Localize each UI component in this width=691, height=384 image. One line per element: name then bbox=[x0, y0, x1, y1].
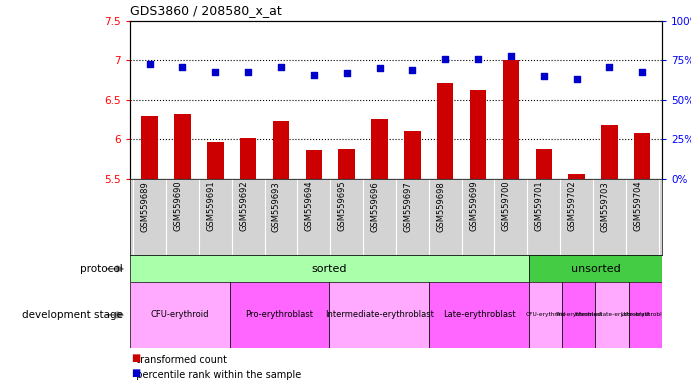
Bar bbox=[562, 282, 596, 348]
Bar bbox=[470, 90, 486, 179]
Bar bbox=[305, 150, 322, 179]
Bar bbox=[130, 282, 229, 348]
Bar bbox=[207, 142, 223, 179]
Point bbox=[538, 73, 549, 79]
Text: unsorted: unsorted bbox=[571, 264, 621, 274]
Bar bbox=[629, 282, 662, 348]
Point bbox=[210, 68, 221, 74]
Bar bbox=[330, 282, 429, 348]
Bar bbox=[529, 282, 562, 348]
Text: GSM559689: GSM559689 bbox=[140, 181, 150, 232]
Text: GSM559697: GSM559697 bbox=[404, 181, 413, 232]
Text: Pro-erythroblast: Pro-erythroblast bbox=[555, 312, 603, 318]
Point bbox=[636, 68, 647, 74]
Text: GSM559690: GSM559690 bbox=[173, 181, 182, 232]
Text: GSM559696: GSM559696 bbox=[370, 181, 379, 232]
Bar bbox=[339, 149, 355, 179]
Point bbox=[571, 76, 582, 83]
Bar bbox=[130, 255, 529, 282]
Text: GSM559694: GSM559694 bbox=[305, 181, 314, 232]
Text: GSM559693: GSM559693 bbox=[272, 181, 281, 232]
Text: sorted: sorted bbox=[312, 264, 347, 274]
Text: ■: ■ bbox=[131, 368, 140, 378]
Text: GSM559691: GSM559691 bbox=[207, 181, 216, 232]
Text: Late-erythroblast: Late-erythroblast bbox=[443, 310, 515, 319]
Bar bbox=[634, 133, 650, 179]
Point bbox=[144, 61, 155, 67]
Text: GSM559704: GSM559704 bbox=[633, 181, 642, 232]
Text: GSM559700: GSM559700 bbox=[502, 181, 511, 232]
Bar bbox=[536, 149, 552, 179]
Text: development stage: development stage bbox=[22, 310, 123, 320]
Bar bbox=[240, 138, 256, 179]
Bar bbox=[502, 60, 519, 179]
Point bbox=[604, 64, 615, 70]
Bar bbox=[437, 83, 453, 179]
Point bbox=[243, 68, 254, 74]
Text: GSM559692: GSM559692 bbox=[239, 181, 248, 232]
Bar bbox=[371, 119, 388, 179]
Text: GSM559698: GSM559698 bbox=[436, 181, 445, 232]
Point bbox=[505, 53, 516, 59]
Text: ■: ■ bbox=[131, 353, 140, 363]
Text: GSM559699: GSM559699 bbox=[469, 181, 478, 232]
Bar bbox=[569, 174, 585, 179]
Text: Intermediate-erythroblast: Intermediate-erythroblast bbox=[325, 310, 434, 319]
Bar bbox=[229, 282, 330, 348]
Text: GDS3860 / 208580_x_at: GDS3860 / 208580_x_at bbox=[130, 4, 282, 17]
Point bbox=[341, 70, 352, 76]
Point bbox=[439, 56, 451, 62]
Text: GSM559703: GSM559703 bbox=[600, 181, 609, 232]
Text: GSM559695: GSM559695 bbox=[338, 181, 347, 232]
Text: Pro-erythroblast: Pro-erythroblast bbox=[245, 310, 314, 319]
Point bbox=[308, 71, 319, 78]
Text: protocol: protocol bbox=[80, 264, 123, 274]
Text: Intermediate-erythroblast: Intermediate-erythroblast bbox=[574, 312, 650, 318]
Point bbox=[177, 64, 188, 70]
Point bbox=[276, 64, 287, 70]
Text: percentile rank within the sample: percentile rank within the sample bbox=[130, 370, 301, 380]
Point bbox=[473, 56, 484, 62]
Text: GSM559702: GSM559702 bbox=[567, 181, 576, 232]
Bar bbox=[529, 255, 662, 282]
Text: CFU-erythroid: CFU-erythroid bbox=[151, 310, 209, 319]
Bar bbox=[273, 121, 290, 179]
Bar bbox=[404, 131, 421, 179]
Text: CFU-erythroid: CFU-erythroid bbox=[525, 312, 566, 318]
Point bbox=[407, 67, 418, 73]
Bar bbox=[174, 114, 191, 179]
Bar bbox=[596, 282, 629, 348]
Bar bbox=[601, 125, 618, 179]
Text: transformed count: transformed count bbox=[130, 355, 227, 365]
Text: Late-erythroblast: Late-erythroblast bbox=[620, 312, 671, 318]
Bar bbox=[429, 282, 529, 348]
Bar bbox=[142, 116, 158, 179]
Point bbox=[374, 65, 385, 71]
Text: GSM559701: GSM559701 bbox=[535, 181, 544, 232]
